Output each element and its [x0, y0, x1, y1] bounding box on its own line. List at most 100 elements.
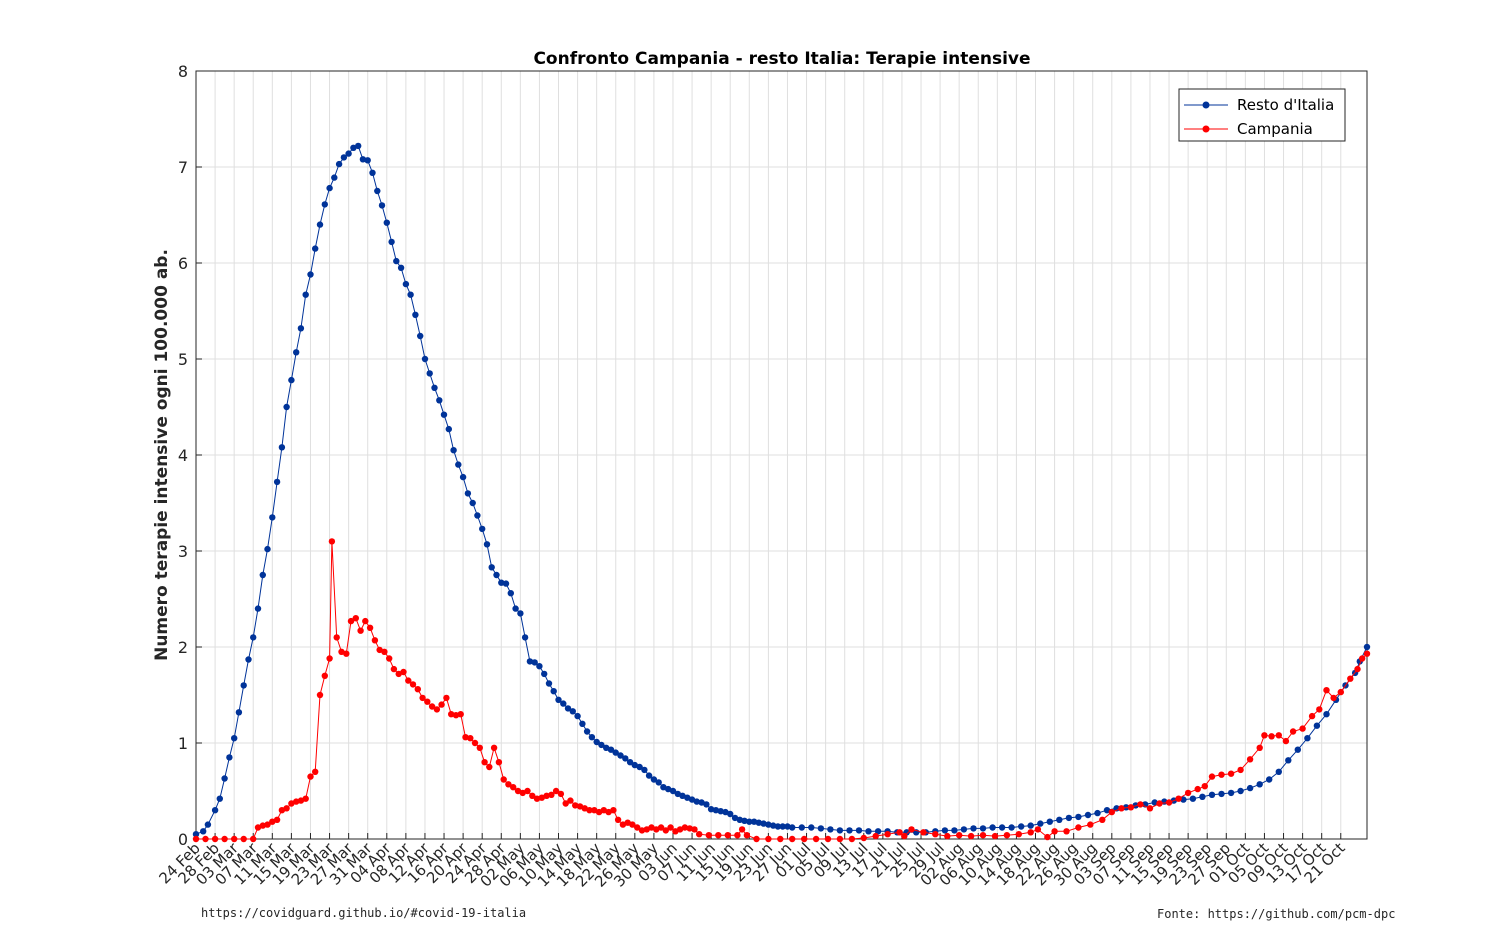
data-point: [407, 291, 414, 298]
data-point: [1299, 725, 1306, 732]
data-point: [1037, 820, 1044, 827]
data-point: [872, 832, 879, 840]
data-point: [541, 670, 548, 678]
legend-label: Campania: [1237, 120, 1313, 138]
data-point: [998, 824, 1006, 831]
data-point: [455, 461, 462, 468]
data-point: [221, 835, 228, 843]
data-point: [631, 761, 638, 769]
chart-title: Confronto Campania - resto Italia: Terap…: [533, 49, 1030, 69]
data-point: [1246, 784, 1254, 792]
data-point: [650, 776, 658, 783]
data-point: [669, 787, 677, 795]
data-point: [746, 818, 753, 825]
data-point: [376, 646, 383, 654]
data-point: [691, 826, 698, 833]
data-point: [211, 835, 219, 843]
y-tick-label: 4: [178, 446, 188, 465]
data-point: [572, 802, 579, 809]
series-line: [196, 541, 1368, 840]
data-point: [1044, 833, 1051, 841]
data-point: [293, 349, 300, 356]
data-point: [555, 696, 562, 703]
grid: [195, 70, 1367, 840]
data-point: [753, 835, 760, 843]
data-point: [591, 807, 598, 814]
data-point: [1363, 650, 1371, 657]
data-point: [846, 827, 853, 834]
data-point: [827, 826, 834, 833]
data-point: [517, 610, 524, 617]
data-point: [920, 829, 927, 836]
data-point: [1056, 816, 1063, 823]
data-point: [417, 332, 424, 340]
data-point: [836, 835, 844, 843]
data-point: [510, 784, 517, 791]
data-point: [622, 755, 629, 762]
data-point: [1218, 771, 1225, 778]
data-point: [297, 325, 305, 332]
data-point: [760, 820, 767, 827]
data-point: [789, 835, 796, 843]
data-point: [738, 826, 746, 833]
data-point: [202, 835, 209, 843]
data-point: [1289, 728, 1297, 735]
data-point: [574, 712, 581, 720]
data-point: [641, 766, 648, 774]
data-point: [1354, 665, 1361, 673]
data-point: [1330, 694, 1337, 702]
data-point: [369, 169, 376, 176]
footer-data-source: Fonte: https://github.com/pcm-dpc: [1157, 907, 1396, 921]
data-point: [490, 744, 498, 751]
data-point: [657, 824, 665, 831]
data-point: [533, 795, 541, 802]
data-point: [1246, 756, 1254, 763]
series-campania: [192, 538, 1371, 843]
data-point: [660, 784, 667, 791]
data-point: [426, 370, 433, 377]
data-point: [1363, 643, 1371, 651]
data-point: [486, 763, 493, 771]
y-tick-label: 5: [178, 350, 188, 369]
data-point: [316, 691, 324, 699]
data-point: [204, 821, 212, 828]
data-point: [443, 694, 450, 702]
data-point: [316, 221, 324, 228]
data-point: [297, 797, 305, 804]
data-point: [483, 541, 491, 548]
data-point: [653, 826, 660, 833]
data-point: [741, 817, 748, 824]
data-point: [560, 700, 567, 707]
data-point: [583, 728, 591, 735]
data-point: [765, 835, 772, 843]
data-point: [1156, 800, 1163, 807]
data-point: [1237, 787, 1244, 795]
data-point: [269, 818, 276, 825]
data-point: [567, 797, 574, 804]
data-point: [421, 355, 429, 363]
data-point: [459, 473, 467, 481]
data-point: [231, 735, 238, 742]
data-point: [1075, 824, 1082, 831]
data-point: [505, 781, 512, 788]
data-point: [801, 835, 808, 843]
data-point: [1063, 828, 1070, 835]
y-axis: 0 1 2 3 4 5 6 7 8: [178, 62, 202, 849]
data-point: [350, 144, 357, 151]
data-point: [250, 835, 257, 843]
legend-entry: Resto d'Italia: [1184, 96, 1334, 114]
data-point: [970, 825, 977, 832]
y-tick-label: 8: [178, 62, 188, 81]
data-point: [259, 571, 266, 579]
legend-marker: [1202, 125, 1210, 133]
data-point: [598, 741, 605, 749]
data-point: [1099, 816, 1106, 823]
data-point: [419, 694, 426, 702]
data-point: [614, 816, 622, 823]
data-point: [1337, 688, 1345, 696]
data-point: [662, 827, 669, 834]
data-point: [1201, 783, 1209, 790]
data-point: [1189, 795, 1197, 802]
data-point: [302, 291, 309, 298]
data-point: [1065, 814, 1073, 822]
